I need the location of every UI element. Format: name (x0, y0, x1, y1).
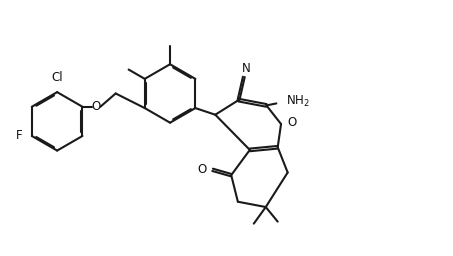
Text: O: O (287, 115, 296, 129)
Text: Cl: Cl (51, 70, 63, 83)
Text: O: O (198, 163, 207, 176)
Text: O: O (91, 100, 101, 113)
Text: NH$_2$: NH$_2$ (286, 94, 310, 109)
Text: N: N (241, 62, 250, 75)
Text: F: F (16, 130, 23, 143)
